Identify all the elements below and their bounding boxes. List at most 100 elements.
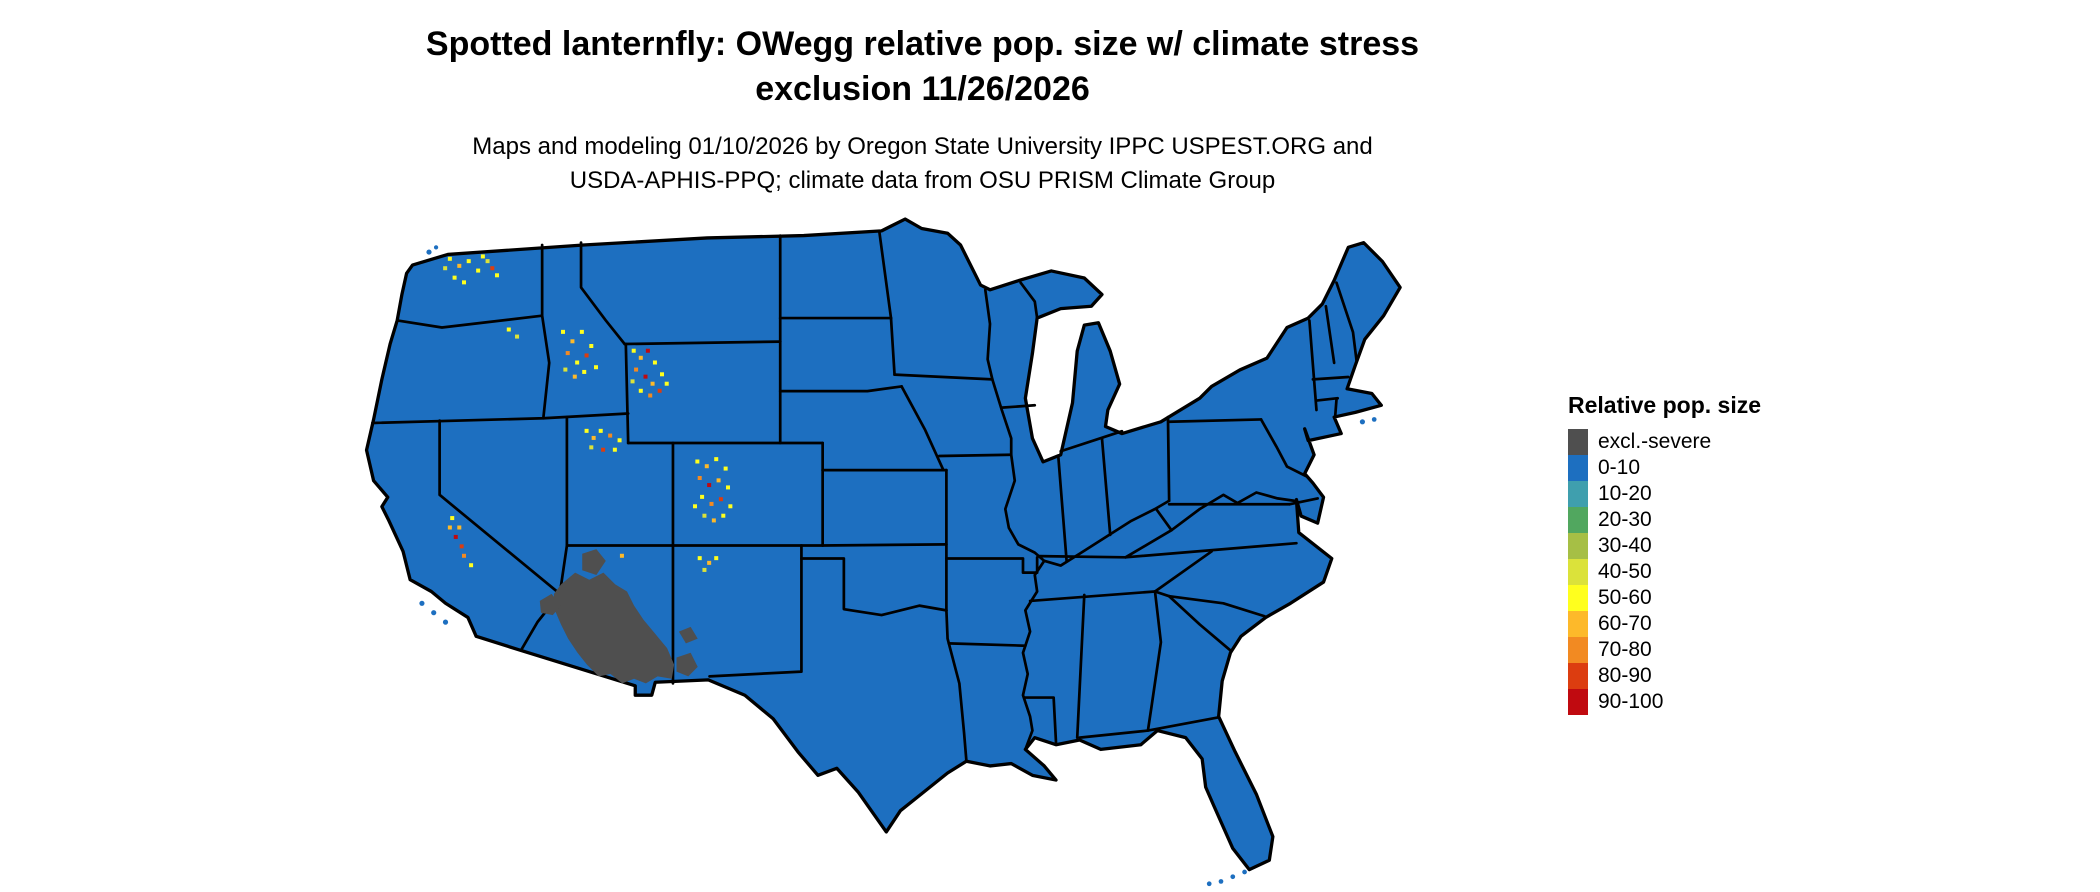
state-border bbox=[1000, 403, 1037, 409]
legend-swatch bbox=[1568, 585, 1588, 611]
population-speckle bbox=[601, 447, 606, 452]
population-speckle bbox=[711, 518, 716, 523]
figure-header: Spotted lanternfly: OWegg relative pop. … bbox=[0, 22, 1845, 198]
exclusion-zone bbox=[539, 593, 562, 616]
population-speckle bbox=[617, 438, 622, 443]
exclusion-zone bbox=[553, 572, 675, 684]
population-speckle bbox=[652, 360, 657, 365]
state-border bbox=[1124, 507, 1173, 559]
state-border bbox=[1167, 594, 1266, 618]
population-speckle bbox=[582, 369, 587, 374]
population-speckle bbox=[598, 428, 603, 433]
population-speckle bbox=[714, 556, 719, 561]
state-borders bbox=[371, 229, 1358, 763]
population-speckle bbox=[462, 280, 467, 285]
legend-title: Relative pop. size bbox=[1568, 392, 1762, 418]
island bbox=[1359, 419, 1366, 425]
state-border bbox=[623, 340, 782, 346]
legend-swatch bbox=[1568, 689, 1588, 715]
population-speckle bbox=[721, 513, 726, 518]
state-border bbox=[1167, 594, 1232, 652]
legend-item: 0-10 bbox=[1568, 455, 1761, 481]
state-border bbox=[540, 243, 551, 420]
population-speckle bbox=[466, 259, 471, 264]
map-legend: Relative pop. size excl.-severe 0-10 10-20… bbox=[1568, 392, 1761, 715]
legend-label: 40-50 bbox=[1598, 560, 1652, 583]
legend-label: 10-20 bbox=[1598, 482, 1652, 505]
state-border bbox=[1308, 319, 1318, 412]
population-speckle bbox=[476, 268, 481, 273]
state-border bbox=[1335, 281, 1358, 362]
state-border bbox=[1019, 281, 1039, 320]
legend-item: 10-20 bbox=[1568, 481, 1761, 507]
legend-label: 80-90 bbox=[1598, 664, 1652, 687]
state-border bbox=[945, 555, 1039, 574]
state-border bbox=[877, 229, 893, 320]
state-border bbox=[624, 342, 630, 445]
state-border bbox=[1311, 375, 1350, 381]
legend-label: 0-10 bbox=[1598, 456, 1641, 479]
population-speckle bbox=[495, 273, 500, 278]
state-border bbox=[1022, 696, 1058, 744]
island bbox=[442, 619, 449, 625]
map-subtitle: Maps and modeling 01/10/2026 by Oregon S… bbox=[0, 130, 1845, 198]
map-title-line-1: Spotted lanternfly: OWegg relative pop. … bbox=[425, 25, 1420, 63]
population-speckle bbox=[506, 327, 511, 332]
population-speckle bbox=[664, 381, 669, 386]
population-speckle bbox=[515, 334, 520, 339]
population-speckle bbox=[645, 348, 650, 353]
population-speckle bbox=[704, 464, 709, 469]
population-speckle bbox=[480, 254, 485, 259]
population-speckle bbox=[648, 393, 653, 398]
population-speckle bbox=[702, 567, 707, 572]
population-speckle bbox=[619, 553, 624, 558]
population-speckle bbox=[700, 494, 705, 499]
legend-label: 90-100 bbox=[1598, 690, 1664, 713]
population-speckle bbox=[697, 475, 702, 481]
population-speckle bbox=[707, 560, 712, 565]
state-border bbox=[900, 385, 945, 471]
state-border bbox=[1100, 436, 1112, 537]
legend-swatch bbox=[1568, 481, 1588, 507]
state-border bbox=[1028, 590, 1157, 603]
map-subtitle-line-2: USDA-APHIS-PPQ; climate data from OSU PR… bbox=[569, 166, 1276, 194]
population-speckle bbox=[707, 483, 712, 488]
state-border bbox=[708, 544, 803, 678]
population-speckle bbox=[452, 275, 457, 280]
population-speckle bbox=[638, 355, 643, 360]
state-border bbox=[1057, 455, 1068, 563]
state-border bbox=[889, 316, 896, 376]
legend-item: 20-30 bbox=[1568, 507, 1761, 533]
population-speckle bbox=[443, 266, 448, 271]
legend-label: 50-60 bbox=[1598, 586, 1652, 609]
population-speckle bbox=[728, 504, 733, 509]
legend-item: 90-100 bbox=[1568, 689, 1761, 715]
legend-label: 20-30 bbox=[1598, 508, 1652, 531]
population-speckle bbox=[457, 263, 462, 268]
state-border bbox=[937, 453, 1013, 458]
legend-swatch bbox=[1568, 533, 1588, 559]
legend-swatch bbox=[1568, 611, 1588, 637]
population-speckle bbox=[695, 459, 700, 464]
population-speckle bbox=[485, 259, 490, 264]
state-border bbox=[1167, 418, 1263, 424]
legend-swatch bbox=[1568, 507, 1588, 533]
state-border bbox=[1315, 396, 1340, 402]
state-border bbox=[1078, 716, 1219, 739]
island bbox=[1242, 869, 1247, 875]
population-speckle bbox=[563, 367, 568, 372]
legend-item: 60-70 bbox=[1568, 611, 1761, 637]
population-speckle bbox=[450, 516, 455, 521]
population-speckle bbox=[584, 353, 589, 358]
population-speckle bbox=[565, 351, 570, 356]
population-speckle bbox=[447, 256, 452, 261]
legend-item: 30-40 bbox=[1568, 533, 1761, 559]
state-border bbox=[1259, 418, 1308, 478]
state-border bbox=[438, 419, 562, 596]
population-speckle bbox=[572, 374, 577, 379]
state-border bbox=[821, 542, 948, 547]
population-speckle bbox=[638, 388, 643, 393]
exclusion-zone bbox=[582, 549, 606, 575]
exclusion-severe-zones bbox=[539, 549, 698, 684]
us-choropleth-map bbox=[364, 217, 1402, 887]
